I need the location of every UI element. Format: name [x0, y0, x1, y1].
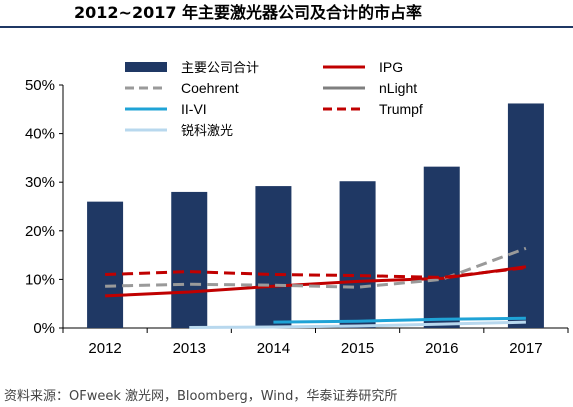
legend-label: 主要公司合计 [181, 61, 259, 76]
legend-label: nLight [379, 80, 417, 96]
x-tick-label: 2014 [257, 340, 290, 357]
y-axis: 0% 10% 20% 30% 40% 50% [25, 77, 64, 337]
bar [423, 166, 460, 328]
legend: 主要公司合计 IPG Coehrent nLight II-VI Trumpf 锐科激光 [125, 59, 423, 139]
series-line-coehrent [105, 246, 527, 289]
x-tick-label: 2017 [509, 340, 542, 357]
y-tick-label: 10% [25, 271, 55, 288]
x-tick-label: 2016 [425, 340, 458, 357]
series-line-- [189, 320, 526, 330]
y-tick-label: 20% [25, 223, 55, 240]
legend-label: IPG [379, 59, 403, 75]
x-tick-label: 2012 [88, 340, 121, 357]
y-tick-label: 40% [25, 126, 55, 143]
bar [507, 103, 544, 328]
series-line-trumpf [105, 266, 527, 279]
bar [255, 186, 292, 328]
bar [87, 201, 124, 328]
bar [339, 181, 376, 328]
legend-label: Coehrent [181, 80, 239, 96]
y-tick-label: 50% [25, 77, 55, 94]
chart-title: 2012~2017 年主要激光器公司及合计的市占率 [74, 3, 422, 22]
series-line-ii-vi [273, 316, 526, 324]
legend-label: Trumpf [379, 101, 423, 117]
x-axis: 2012 2013 2014 2015 2016 2017 [62, 327, 569, 357]
bar-series [87, 103, 544, 328]
line-series-group [105, 246, 527, 330]
title-underline [0, 26, 573, 28]
legend-swatch [125, 62, 167, 72]
source-note: 资料来源：OFweek 激光网，Bloomberg，Wind，华泰证券研究所 [4, 388, 397, 404]
x-tick-label: 2013 [173, 340, 206, 357]
bar [171, 191, 208, 328]
x-tick-label: 2015 [341, 340, 374, 357]
y-tick-label: 0% [33, 320, 55, 337]
legend-label: II-VI [181, 101, 207, 117]
y-tick-label: 30% [25, 174, 55, 191]
legend-label: 锐科激光 [181, 124, 233, 139]
